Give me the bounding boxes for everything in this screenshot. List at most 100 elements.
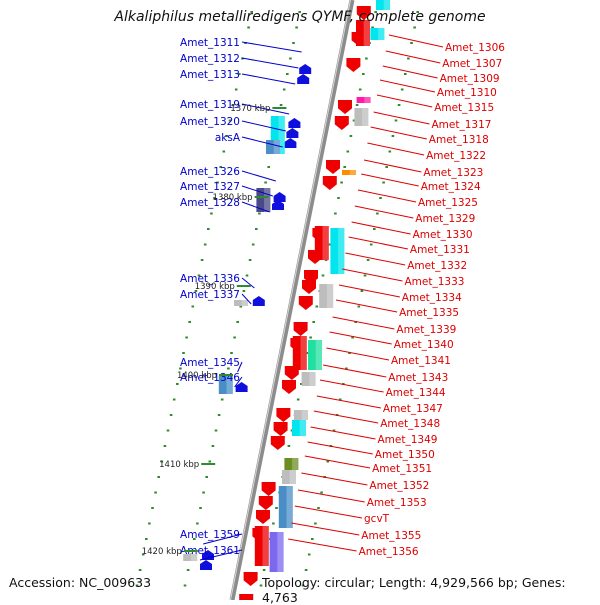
right-gene-label: Amet_1322: [426, 150, 486, 162]
blue-gene-arrow: [272, 200, 284, 210]
ring-dot: [388, 150, 392, 153]
ring-dot: [292, 42, 295, 44]
ring-dot: [272, 522, 275, 525]
ring-dot: [188, 321, 191, 323]
left-gene-grey: [234, 300, 248, 306]
ring-dot: [307, 553, 311, 556]
red-gene-arrow: [322, 176, 337, 190]
left-gene-label: Amet_1361: [180, 545, 240, 557]
ring-dot: [320, 491, 323, 494]
ring-dot: [286, 73, 289, 75]
red-gene-arrow: [338, 100, 352, 114]
left-gene-label: Amet_1312: [180, 53, 240, 65]
left-gene-label: Amet_1336: [180, 273, 240, 285]
ring-dot: [214, 429, 218, 432]
left-gene-cyan-shade: [278, 116, 285, 154]
ring-dot: [251, 243, 255, 246]
ring-dot: [379, 197, 382, 199]
blue-gene-arrow: [286, 128, 299, 138]
right-leader: [367, 142, 425, 156]
left-gene-grey: [183, 554, 198, 561]
colored-gene-cyan: [292, 420, 306, 436]
left-gene-label: Amet_1328: [180, 197, 240, 209]
gene-features: [183, 0, 390, 600]
right-leader: [297, 489, 365, 503]
ring-dot: [234, 88, 238, 91]
ring-dot: [135, 584, 139, 587]
ring-dot: [210, 212, 213, 215]
ring-dot: [357, 305, 361, 308]
ring-dot: [211, 445, 215, 447]
right-gene-label: Amet_1335: [399, 307, 459, 319]
right-leader: [322, 364, 387, 378]
left-leader: [199, 549, 243, 561]
left-leader: [241, 73, 296, 85]
right-gene-label: Amet_1339: [396, 324, 456, 336]
left-leader: [203, 533, 243, 545]
ring-dot: [172, 398, 176, 401]
right-gene-label: Amet_1349: [378, 434, 438, 446]
ring-dot: [220, 398, 224, 401]
ring-dot: [365, 57, 368, 60]
blue-gene-arrow: [299, 64, 312, 74]
ring-dot: [306, 352, 309, 354]
colored-gene-mint-shade: [315, 340, 322, 370]
ring-dot: [248, 259, 252, 261]
right-gene-label: Amet_1333: [405, 276, 465, 288]
ring-dot: [233, 336, 236, 339]
right-leader: [388, 34, 444, 48]
ring-dot: [416, 11, 419, 13]
colored-gene-grey-shade: [289, 470, 296, 484]
ring-dot: [228, 119, 232, 122]
ring-dot: [163, 445, 167, 447]
ring-dot: [250, 11, 253, 13]
ring-dot: [208, 460, 212, 463]
right-gene-label: Amet_1348: [380, 418, 440, 430]
ring-dot: [327, 243, 331, 246]
ring-dot: [385, 166, 388, 168]
colored-gene-cyan: [370, 28, 385, 40]
ring-dot: [166, 429, 170, 432]
right-leader: [316, 395, 381, 409]
red-gene-arrow: [239, 594, 254, 600]
ring-dot: [216, 181, 219, 184]
right-leader: [326, 347, 390, 361]
left-gene-blue_steel: [218, 376, 233, 394]
ring-dot: [259, 584, 263, 587]
right-leader: [304, 455, 371, 469]
scale-label: 1420 kbp: [142, 547, 182, 557]
red-gene-arrow: [258, 496, 273, 510]
ring-dot: [219, 166, 222, 168]
right-leader: [351, 221, 411, 235]
right-gene-label: Amet_1317: [432, 119, 492, 131]
red-gene-arrow: [273, 422, 288, 436]
ring-dot: [231, 104, 235, 106]
ring-dot: [301, 584, 305, 587]
red-gene-arrow: [261, 482, 276, 496]
colored-gene-orange: [342, 170, 356, 175]
colored-gene-olive-shade: [292, 458, 299, 470]
blue-gene-arrow: [235, 382, 248, 392]
left-gene-label: Amet_1327: [180, 181, 240, 193]
right-gene-label: Amet_1344: [386, 387, 446, 399]
ring-dot: [205, 476, 208, 478]
ring-dot: [394, 119, 398, 122]
ring-dot: [207, 228, 210, 230]
left-gene-label: Amet_1320: [180, 116, 240, 128]
left-leader: [241, 120, 286, 132]
left-leader: [241, 103, 290, 115]
ring-dot: [275, 507, 278, 509]
ring-dot: [340, 181, 343, 184]
red-gene-arrow: [334, 116, 349, 130]
scale-label: 1400 kbp: [177, 371, 217, 381]
right-gene-label: Amet_1315: [434, 102, 494, 114]
right-gene-label: Amet_1330: [413, 229, 473, 241]
right-leader: [354, 205, 414, 219]
red-gene-body: [314, 226, 329, 260]
red-gene-arrow: [282, 380, 296, 394]
right-gene-label: Amet_1324: [421, 181, 481, 193]
ring-dot: [217, 414, 221, 416]
ring-dot: [264, 181, 267, 184]
colored-gene-cyan-shade: [299, 420, 306, 436]
ring-dot: [391, 135, 395, 137]
